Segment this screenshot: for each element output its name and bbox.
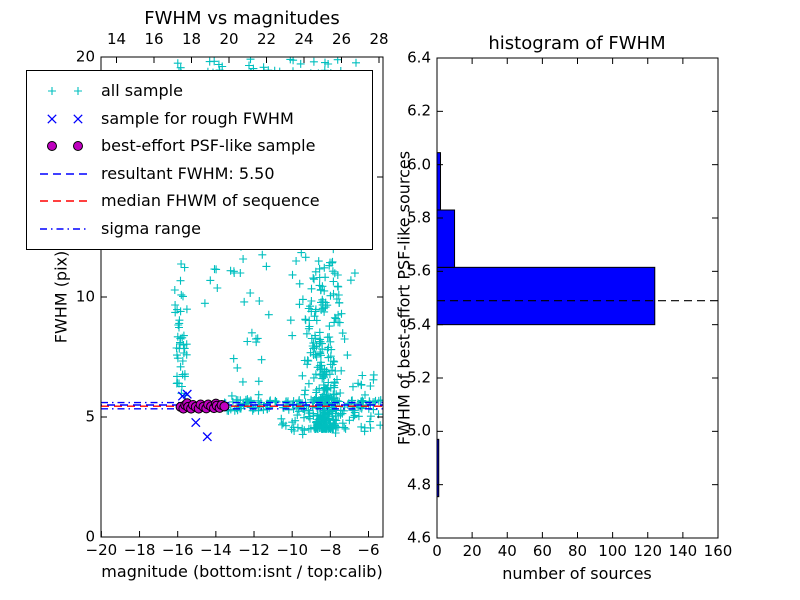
psf-like-points (175, 398, 230, 414)
legend-item: sigma range (37, 219, 368, 239)
histogram-bar (437, 209, 456, 268)
dashed-line-legend-marker (40, 200, 88, 202)
plus-legend-marker (47, 86, 83, 96)
histogram-axes (436, 57, 719, 539)
histogram-bar (437, 152, 442, 211)
legend-item-label: all sample (101, 81, 183, 101)
legend-item-label: resultant FWHM: 5.50 (101, 163, 275, 183)
legend-item: median FHWM of sequence (37, 191, 368, 211)
histogram-bar (437, 266, 656, 326)
legend-item: sample for rough FWHM (37, 109, 368, 129)
legend-item: all sample (37, 81, 368, 101)
scatter-ticks (100, 56, 383, 538)
reference-lines (101, 401, 383, 410)
dashdot-line-legend-marker (40, 227, 88, 230)
legend-item: resultant FWHM: 5.50 (37, 164, 368, 184)
dashed-line-legend-marker (40, 172, 88, 175)
legend-item-label: best-effort PSF-like sample (101, 136, 316, 156)
legend-item: best-effort PSF-like sample (37, 136, 368, 156)
legend: all sample sample for rough FWHM best-effo… (26, 70, 373, 250)
legend-item-label: sigma range (101, 218, 201, 238)
histogram-bars (437, 152, 656, 498)
legend-item-label: median FHWM of sequence (101, 191, 320, 211)
histogram-ticks (436, 57, 719, 539)
legend-item-label: sample for rough FWHM (101, 108, 294, 128)
cross-legend-marker (47, 113, 83, 124)
histogram-bar (437, 438, 440, 498)
circle-legend-marker (47, 141, 83, 152)
